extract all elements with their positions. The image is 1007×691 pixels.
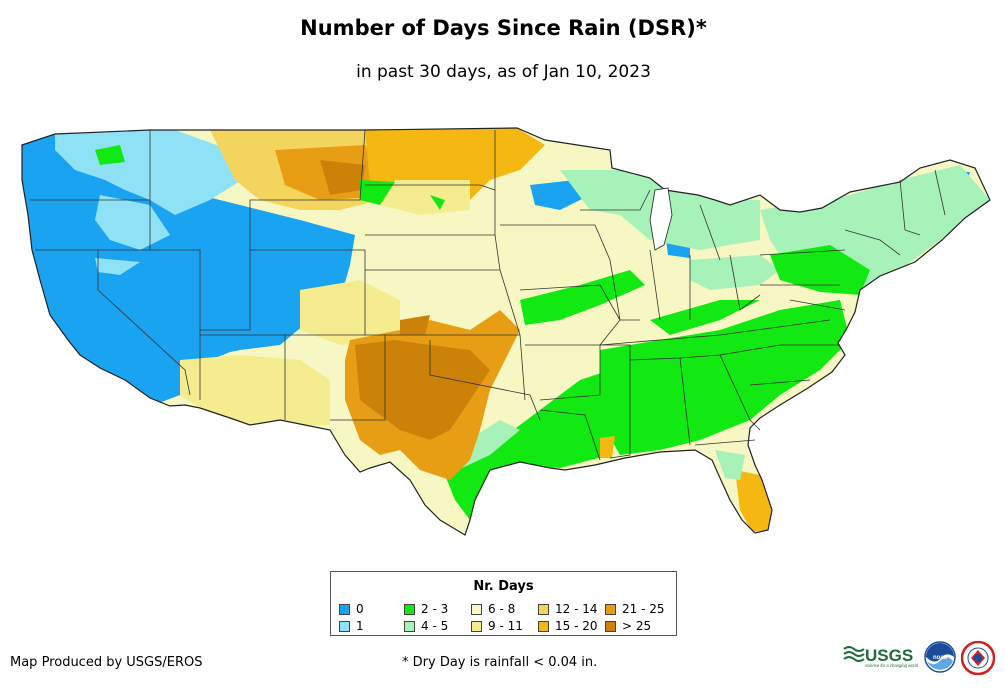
usgs-wordmark: USGS	[865, 646, 913, 665]
usgs-tagline: science for a changing world	[865, 663, 919, 668]
legend-label-8: 21 - 25	[622, 602, 665, 616]
legend-item-8: 21 - 25	[605, 602, 665, 616]
border-idaho-montana	[149, 129, 366, 331]
region-9-11-sd	[380, 180, 470, 215]
legend-label-2: 2 - 3	[421, 602, 449, 616]
region-2-3-sd	[360, 180, 395, 205]
legend-label-7: 15 - 20	[555, 619, 598, 633]
legend-label-5: 9 - 11	[488, 619, 523, 633]
border-nd-sd	[365, 184, 496, 191]
legend-label-4: 6 - 8	[488, 602, 516, 616]
border-sc	[749, 379, 811, 386]
footnote-text: * Dry Day is rainfall < 0.04 in.	[402, 655, 598, 670]
legend-label-3: 4 - 5	[421, 619, 449, 633]
legend-swatch-8	[605, 604, 616, 615]
usgs-wave-icon	[843, 646, 865, 662]
legend-item-1: 1	[339, 619, 364, 633]
border-ga	[679, 354, 761, 431]
region-15-20-mississippi	[600, 436, 615, 458]
region-4-5-florida	[715, 450, 745, 480]
region-15-20-florida	[735, 470, 772, 532]
border-ar	[525, 344, 601, 401]
border-il-in	[649, 249, 661, 321]
region-1-nv	[95, 258, 140, 275]
legend-swatch-6	[538, 604, 549, 615]
region-2-3-gulf	[445, 370, 620, 520]
border-me	[934, 169, 946, 216]
state-borders	[30, 129, 946, 461]
border-mn-ia-mo	[494, 130, 526, 401]
border-va	[789, 299, 846, 311]
border-la	[539, 409, 601, 461]
region-9-11-colorado	[300, 280, 400, 345]
legend-swatch-4	[471, 604, 482, 615]
noaa-gull-icon	[926, 643, 954, 662]
legend-label-9: > 25	[622, 619, 652, 633]
border-ia-mn	[500, 224, 611, 261]
legend-swatch-0	[339, 604, 350, 615]
legend-swatch-2	[404, 604, 415, 615]
border-nc	[719, 344, 840, 356]
border-tn-ky	[599, 319, 831, 346]
border-ia-mo	[519, 284, 621, 346]
border-ga-fl	[694, 439, 756, 446]
legend-swatch-9	[605, 621, 616, 632]
border-ok-tx	[429, 340, 541, 421]
border-oh-wv	[729, 254, 761, 311]
border-mi	[699, 204, 721, 261]
border-ca-nv	[97, 250, 191, 396]
noaa-logo: noaa	[924, 641, 956, 673]
legend-swatch-5	[471, 621, 482, 632]
legend-item-5: 9 - 11	[471, 619, 523, 633]
noaa-wave-icon	[927, 657, 953, 670]
region-1-oregon	[95, 195, 170, 250]
region-9-11-arizona	[180, 355, 330, 425]
region-2-3-wa	[95, 145, 125, 165]
legend-swatch-3	[404, 621, 415, 632]
nws-center-icon	[974, 654, 982, 662]
border-il-west	[609, 259, 640, 321]
region-4-5-ohio	[690, 255, 780, 290]
dsr-regions	[22, 128, 990, 535]
legend-title: Nr. Days	[473, 579, 534, 594]
legend-item-2: 2 - 3	[404, 602, 448, 616]
legend-swatch-7	[538, 621, 549, 632]
border-pa-ny	[759, 249, 846, 256]
border-wy-co	[250, 249, 366, 336]
map-title: Number of Days Since Rain (DSR)*	[300, 16, 707, 40]
legend-item-0: 0	[339, 602, 364, 616]
legend-label-1: 1	[356, 619, 364, 633]
region-gt25-texas	[355, 340, 490, 440]
region-gt25-kansas	[400, 315, 430, 335]
legend-item-3: 4 - 5	[404, 619, 448, 633]
legend-swatch-1	[339, 621, 350, 632]
region-0-west	[22, 128, 355, 410]
border-ne-states	[844, 229, 901, 256]
legend-label-6: 12 - 14	[555, 602, 598, 616]
legend: Nr. Days 0 1 2 - 3 4 - 5 6 - 8 9 - 11 12…	[330, 571, 677, 636]
border-wi	[580, 189, 651, 211]
border-ms	[600, 344, 631, 459]
legend-label-0: 0	[356, 602, 364, 616]
region-gt25-montana	[320, 160, 365, 195]
legend-item-9: > 25	[605, 619, 651, 633]
border-vt-nh	[899, 179, 921, 236]
legend-item-4: 6 - 8	[471, 602, 515, 616]
legend-item-7: 15 - 20	[538, 619, 598, 633]
legend-item-6: 12 - 14	[538, 602, 598, 616]
region-2-3-southeast	[600, 300, 850, 455]
usgs-logo: USGS science for a changing world	[843, 646, 919, 668]
lake-michigan	[649, 187, 673, 251]
border-nm-tx	[330, 335, 386, 421]
noaa-wordmark: noaa	[933, 655, 948, 661]
nws-logo	[961, 641, 995, 675]
region-2-3-pennsylvania	[770, 245, 870, 295]
region-2-3-sd-2	[430, 195, 445, 210]
credit-text: Map Produced by USGS/EROS	[10, 655, 203, 670]
region-2-3-kentucky	[650, 300, 760, 335]
us-outline	[21, 127, 991, 536]
map-subtitle: in past 30 days, as of Jan 10, 2023	[356, 62, 651, 82]
region-4-5-texas	[460, 420, 520, 468]
